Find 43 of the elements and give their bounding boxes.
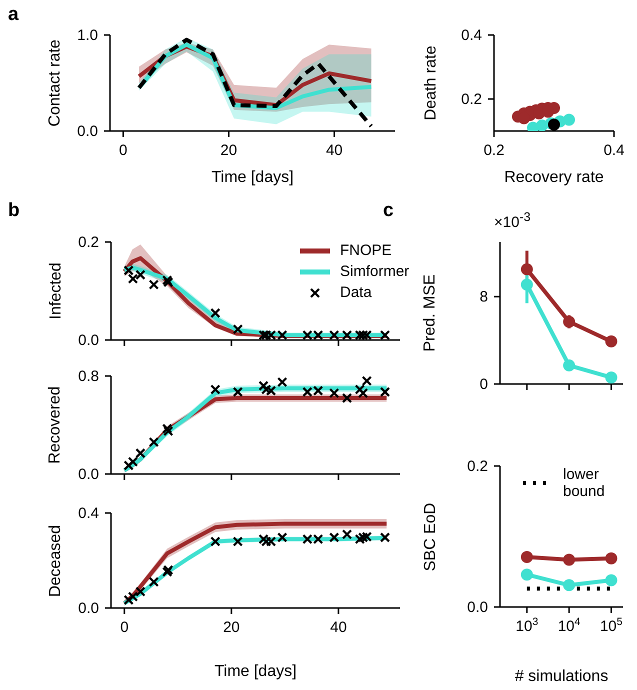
y-axis-title: Pred. MSE [422, 274, 440, 352]
text: a [8, 4, 19, 26]
legend-label: Simformer [340, 263, 410, 280]
x-axis-title: Time [days] [211, 169, 294, 186]
y-axis-title: SBC EoD [422, 502, 440, 571]
y-axis-title: Infected [47, 262, 65, 320]
x-tick-label: 10$^{3}$ [516, 616, 538, 635]
y-tick-label: 0.0 [467, 599, 488, 616]
x-tick-label: 0.4 [604, 142, 624, 159]
y-axis-title: Recovered [47, 386, 65, 464]
x-tick-label: 10$^{4}$ [558, 616, 580, 635]
y-tick-label: 0.0 [78, 600, 99, 617]
legend-label: FNOPE [340, 242, 392, 259]
y-tick-label: 0 [480, 376, 488, 393]
x-tick-label: 20 [220, 142, 238, 159]
text: b [8, 200, 20, 222]
y-tick-label: 0.4 [461, 27, 482, 44]
legend-label: Data [340, 284, 372, 301]
y-tick-label: 0.8 [78, 368, 99, 385]
x-tick-label: 40 [326, 142, 343, 159]
y-tick-label: 0.0 [78, 466, 99, 483]
x-tick-label: 0 [120, 619, 129, 636]
y-axis-title: Contact rate [47, 39, 65, 127]
y-tick-label: 0.2 [461, 91, 482, 108]
y-tick-label: 0.4 [78, 505, 99, 522]
y-tick-label: 0.2 [467, 458, 488, 475]
y-tick-label: 0.0 [78, 332, 99, 349]
x-tick-label: 10$^{5}$ [600, 616, 623, 635]
x-axis-title: Time [days] [214, 663, 297, 680]
y-tick-label: 0.2 [78, 234, 99, 251]
x-tick-label: 0 [119, 142, 128, 159]
x-tick-label: 40 [330, 619, 347, 636]
text: ×10$^{-3}$ [494, 210, 531, 231]
x-axis-title: # simulations [514, 668, 608, 685]
y-axis-title: Deceased [47, 524, 65, 597]
text: c [383, 200, 394, 222]
x-axis-title: Recovery rate [504, 169, 604, 186]
y-tick-label: 8 [480, 288, 488, 306]
legend-label: lower bound [563, 466, 606, 500]
x-tick-label: 20 [223, 619, 240, 636]
y-tick-label: 0.0 [77, 123, 98, 140]
y-axis-title: Death rate [422, 46, 440, 120]
y-tick-label: 1.0 [77, 27, 98, 44]
